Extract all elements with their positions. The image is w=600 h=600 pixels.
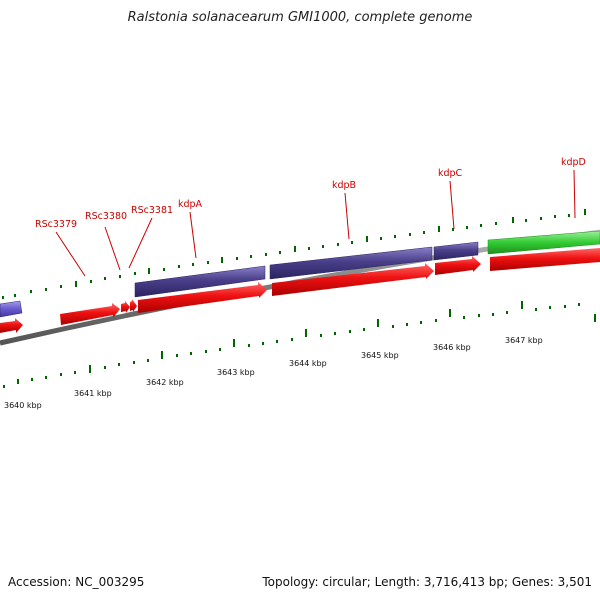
cds-arrow-kdpB [272, 263, 434, 296]
gene-bar-left-fragment [0, 300, 23, 318]
gene-bar-kdpD [487, 230, 600, 255]
cds-arrow-RSc3379 [60, 303, 120, 325]
cds-arrow-RSc3380 [121, 301, 130, 313]
cds-arrow-RSc3381 [130, 299, 137, 312]
kbp-label-3642: 3642 kbp [146, 378, 184, 387]
gene-labels: RSc3379 RSc3380 RSc3381 kdpA kdpB kdpC k… [35, 157, 586, 230]
accession-label: Accession: NC_003295 [8, 575, 145, 589]
kbp-label-3643: 3643 kbp [217, 368, 255, 377]
gene-bar-kdpA [134, 265, 266, 298]
gene-label-RSc3379: RSc3379 [35, 219, 77, 230]
kbp-label-3641: 3641 kbp [74, 389, 112, 398]
gene-bar-kdpC [433, 241, 479, 261]
cds-arrow-kdpC [435, 256, 481, 275]
gene-label-kdpC: kdpC [438, 168, 463, 179]
cds-track [0, 248, 600, 333]
gene-track [0, 230, 600, 318]
kbp-label-3647: 3647 kbp [505, 336, 543, 345]
gene-bar-kdpB [269, 246, 433, 280]
gene-label-leaders [55, 169, 576, 277]
gene-label-RSc3381: RSc3381 [131, 205, 173, 216]
coordinate-tick-track [3, 301, 596, 388]
cds-arrow-kdpD [490, 248, 600, 271]
gene-label-kdpA: kdpA [178, 199, 203, 210]
kbp-label-3646: 3646 kbp [433, 343, 471, 352]
kbp-label-3645: 3645 kbp [361, 351, 399, 360]
coordinate-labels: 3640 kbp 3641 kbp 3642 kbp 3643 kbp 3644… [4, 336, 543, 410]
kbp-label-3644: 3644 kbp [289, 359, 327, 368]
gene-label-RSc3380: RSc3380 [85, 211, 127, 222]
gene-label-kdpD: kdpD [561, 157, 586, 168]
map-title: Ralstonia solanacearum GMI1000, complete… [127, 10, 473, 25]
kbp-label-3640: 3640 kbp [4, 401, 42, 410]
genome-summary: Topology: circular; Length: 3,716,413 bp… [262, 575, 592, 589]
cds-arrow-left [0, 318, 23, 333]
outer-tick-track [2, 209, 586, 299]
cds-arrow-kdpA [138, 282, 267, 313]
gene-label-kdpB: kdpB [332, 180, 356, 191]
